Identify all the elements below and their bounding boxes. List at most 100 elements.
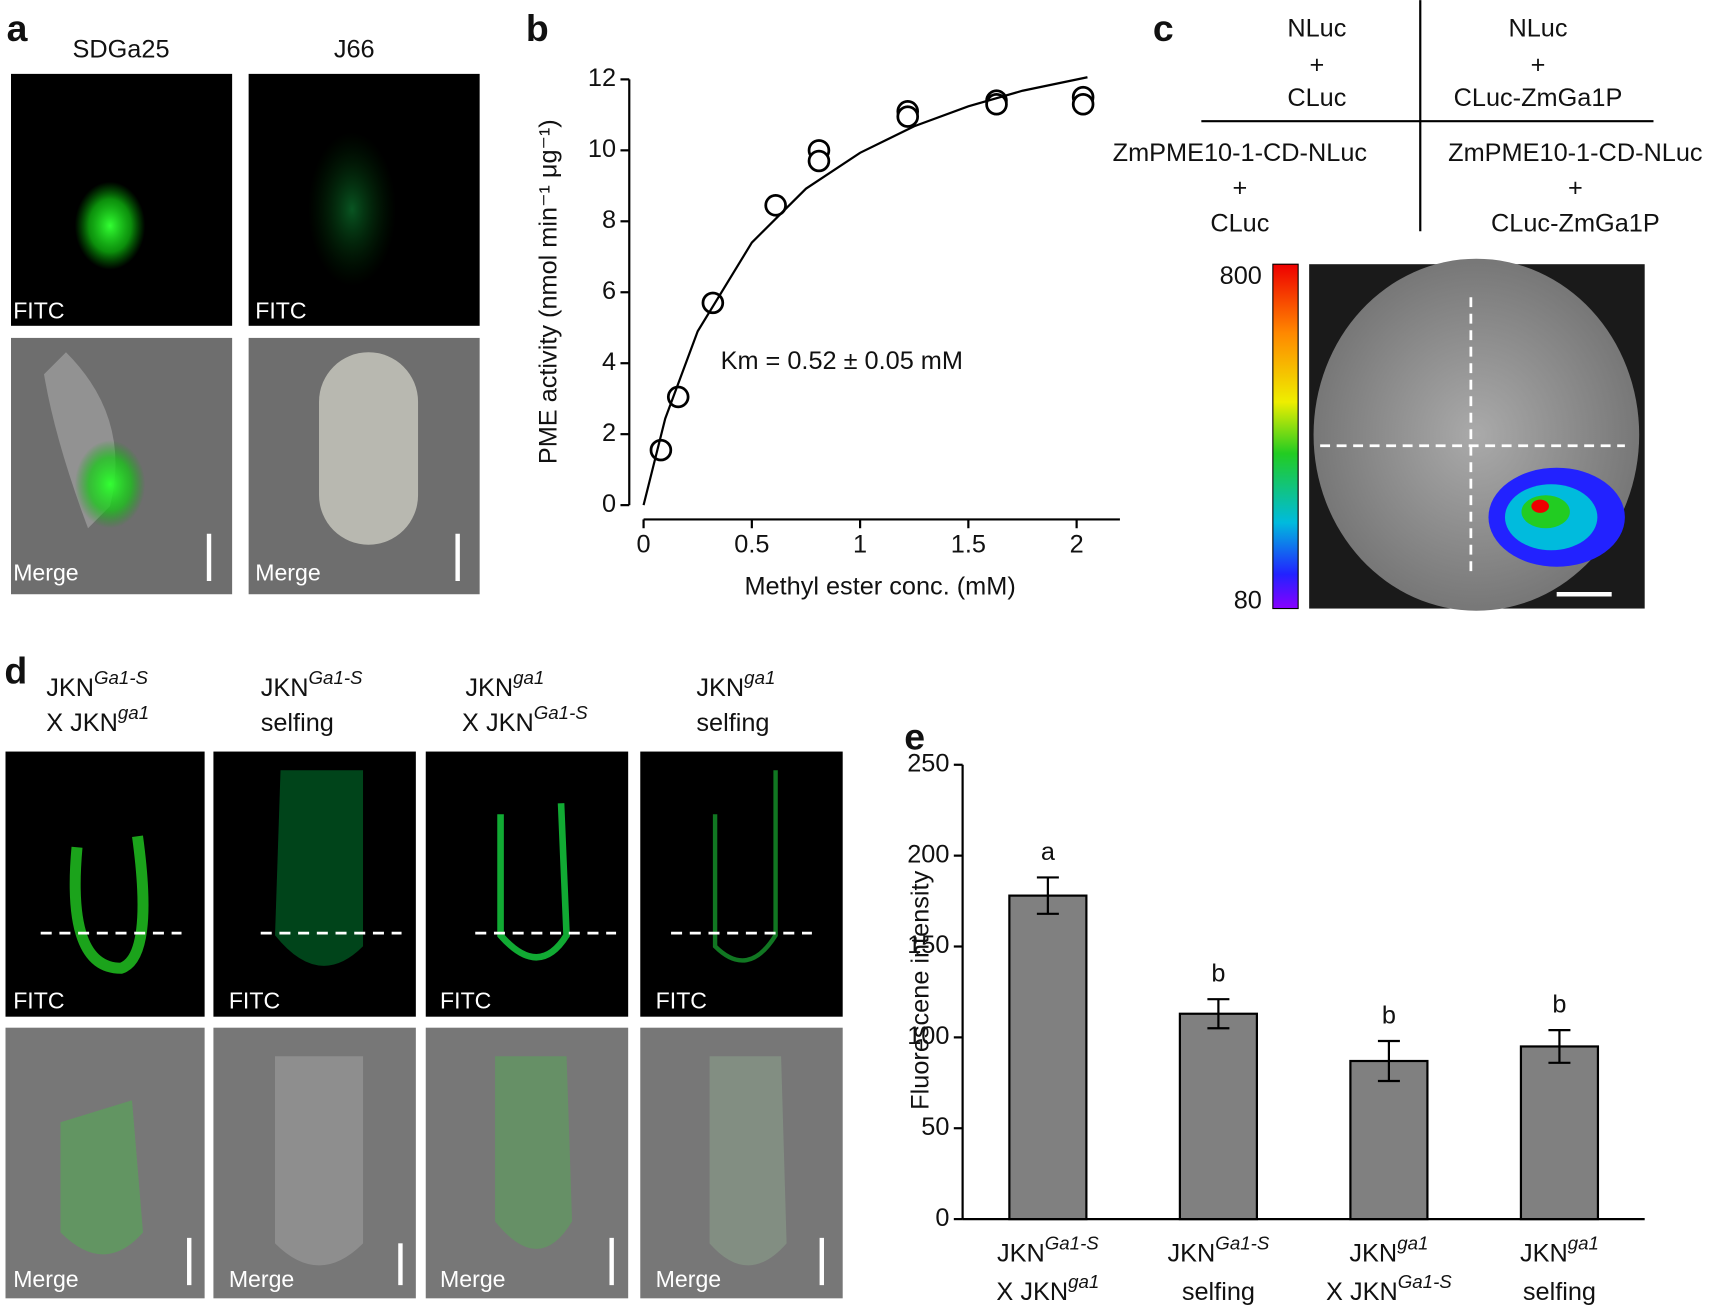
- y-tick-label: 10: [588, 135, 616, 163]
- bar: [1349, 1059, 1429, 1221]
- x-tick-label: X JKNga1: [996, 1271, 1099, 1306]
- image-label: Merge: [656, 1266, 721, 1292]
- bar: [1178, 1012, 1258, 1221]
- x-tick-label-part: JKN: [997, 1239, 1045, 1267]
- image-label: FITC: [13, 298, 64, 324]
- y-tick-label: 0: [602, 490, 616, 518]
- column-label: selfing: [696, 709, 769, 737]
- x-tick-label: JKNGa1-S: [997, 1232, 1099, 1267]
- column-label: SDGa25: [72, 35, 169, 63]
- fit-curve: [642, 76, 1088, 506]
- column-label-part: ga1: [513, 667, 544, 688]
- panel-label: d: [4, 649, 27, 691]
- column-label: J66: [334, 35, 375, 63]
- combination-label: +: [1568, 174, 1583, 202]
- column-label-part: JKN: [261, 674, 309, 702]
- data-point: [1071, 92, 1095, 116]
- data-point: [807, 149, 831, 173]
- significance-letter: b: [1552, 991, 1566, 1019]
- combination-label: +: [1232, 174, 1247, 202]
- x-tick-label: 1: [853, 531, 867, 559]
- y-tick-label: 0: [935, 1204, 949, 1232]
- image-label: Merge: [229, 1266, 294, 1292]
- column-label-part: selfing: [696, 709, 769, 737]
- y-tick-label: 8: [602, 206, 616, 234]
- x-tick-label: 2: [1070, 531, 1084, 559]
- image-label: FITC: [229, 987, 280, 1013]
- x-tick-label: JKNGa1-S: [1167, 1232, 1269, 1267]
- column-label: JKNGa1-S: [46, 667, 148, 702]
- y-axis-label: Fluorescene intensity: [907, 870, 935, 1109]
- y-tick-label: 50: [921, 1113, 949, 1141]
- x-tick-label-part: selfing: [1182, 1278, 1255, 1306]
- error-bar: [1207, 998, 1230, 1030]
- combination-label: +: [1309, 51, 1324, 79]
- significance-letter: b: [1211, 960, 1225, 988]
- x-tick-label-part: JKN: [1349, 1239, 1397, 1267]
- x-tick-label-part: ga1: [1068, 1271, 1099, 1292]
- x-tick-label-part: JKN: [1520, 1239, 1568, 1267]
- column-label-part: JKN: [46, 674, 94, 702]
- panel-label: c: [1153, 7, 1174, 49]
- column-label: JKNga1: [696, 667, 775, 702]
- column-label: X JKNga1: [46, 702, 149, 737]
- y-tick-label: 12: [588, 64, 616, 92]
- y-axis-label: PME activity (nmol min⁻¹ μg⁻¹): [535, 119, 563, 464]
- image-label: Merge: [255, 560, 320, 586]
- annotation: Km = 0.52 ± 0.05 mM: [721, 347, 963, 375]
- column-label-part: selfing: [261, 709, 334, 737]
- colorbar-label: 800: [1220, 262, 1262, 290]
- y-tick-label: 150: [907, 931, 949, 959]
- image-label: FITC: [13, 987, 64, 1013]
- combination-label: CLuc-ZmGa1P: [1491, 209, 1660, 237]
- panel-label: a: [7, 7, 29, 49]
- data-point: [764, 194, 787, 217]
- x-tick-label: selfing: [1182, 1278, 1255, 1306]
- error-bar: [1036, 876, 1059, 915]
- x-tick-label: JKNga1: [1520, 1232, 1599, 1267]
- significance-letter: b: [1382, 1001, 1396, 1029]
- x-tick-label: 0: [637, 531, 651, 559]
- x-tick-label-part: X JKN: [1326, 1278, 1398, 1306]
- image-label: FITC: [440, 987, 491, 1013]
- data-point: [896, 105, 920, 128]
- panel-c-images: [1201, 0, 1654, 611]
- panel-a-images: [11, 73, 480, 595]
- x-tick-label: 1.5: [951, 531, 986, 559]
- combination-label: ZmPME10-1-CD-NLuc: [1113, 139, 1367, 167]
- column-label-part: JKN: [465, 674, 513, 702]
- y-tick-label: 200: [907, 840, 949, 868]
- column-label-part: JKN: [696, 674, 744, 702]
- column-label-part: Ga1-S: [534, 702, 589, 723]
- x-axis-label: Methyl ester conc. (mM): [744, 572, 1015, 600]
- error-bar: [1377, 1039, 1400, 1083]
- column-label-part: ga1: [118, 702, 149, 723]
- colorbar-label: 80: [1234, 587, 1262, 615]
- image-label: Merge: [13, 560, 78, 586]
- y-tick-label: 6: [602, 277, 616, 305]
- x-tick-label-part: Ga1-S: [1398, 1271, 1453, 1292]
- x-tick-label-part: selfing: [1523, 1278, 1596, 1306]
- image-label: FITC: [255, 298, 306, 324]
- combination-label: ZmPME10-1-CD-NLuc: [1448, 139, 1702, 167]
- error-bar: [1548, 1029, 1571, 1064]
- data-point: [649, 438, 673, 462]
- y-tick-label: 2: [602, 419, 616, 447]
- bar: [1008, 894, 1088, 1221]
- column-label: selfing: [261, 709, 334, 737]
- data-point: [666, 385, 690, 409]
- column-label: X JKNGa1-S: [462, 702, 588, 737]
- y-tick-label: 4: [602, 348, 616, 376]
- x-tick-label-part: Ga1-S: [1215, 1232, 1270, 1253]
- x-tick-label-part: Ga1-S: [1045, 1232, 1100, 1253]
- column-label: JKNGa1-S: [261, 667, 363, 702]
- column-label-part: ga1: [744, 667, 775, 688]
- x-tick-label: 0.5: [734, 531, 769, 559]
- x-tick-label: selfing: [1523, 1278, 1596, 1306]
- column-label-part: X JKN: [462, 709, 534, 737]
- x-tick-label: X JKNGa1-S: [1326, 1271, 1452, 1306]
- x-tick-label-part: ga1: [1397, 1232, 1428, 1253]
- significance-letter: a: [1041, 838, 1056, 866]
- combination-label: +: [1531, 51, 1546, 79]
- panel-label: e: [904, 715, 925, 757]
